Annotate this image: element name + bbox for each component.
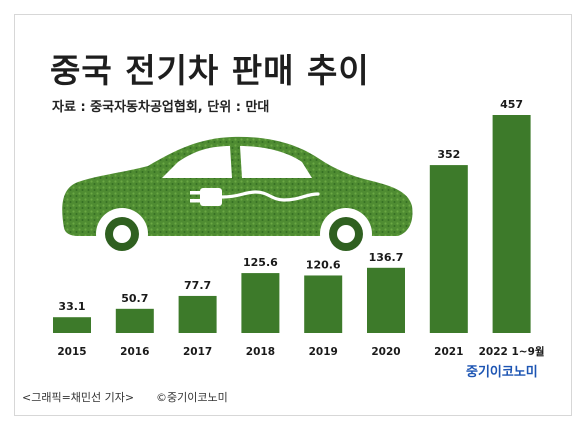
- value-label: 120.6: [306, 258, 341, 271]
- bar-2015: [53, 317, 91, 333]
- category-label: 2021: [434, 346, 463, 358]
- value-label: 352: [437, 148, 460, 161]
- category-label: 2019: [309, 346, 338, 358]
- graphic-credit: <그래픽=채민선 기자>: [22, 391, 135, 404]
- bar-2017: [178, 295, 217, 333]
- brand-label: 중기이코노미: [466, 365, 538, 380]
- category-label: 2018: [246, 346, 275, 358]
- category-label: 2017: [183, 346, 212, 358]
- car-window-front: [162, 146, 232, 178]
- bars: [53, 115, 531, 333]
- bar-2022 1~9월: [492, 115, 531, 333]
- value-label: 136.7: [369, 251, 404, 264]
- bar-2018: [241, 273, 280, 333]
- value-labels: 33.1 50.7 77.7 125.6 120.6 136.7 352 457: [58, 98, 523, 313]
- category-label: 2015: [57, 346, 86, 358]
- car-body: [62, 136, 413, 236]
- bar-2021: [429, 165, 468, 333]
- value-label: 457: [500, 98, 523, 111]
- car-plug-icon: [190, 188, 320, 206]
- bar-2020: [367, 267, 405, 333]
- value-label: 125.6: [243, 256, 278, 269]
- category-labels: 2015 2016 2017 2018 2019 2020 2021 2022 1~9월: [57, 345, 544, 358]
- value-label: 50.7: [121, 292, 148, 305]
- category-label: 2016: [120, 346, 149, 358]
- chart-title: 중국 전기차 판매 추이: [50, 51, 370, 90]
- category-label: 2022 1~9월: [479, 345, 545, 358]
- value-label: 33.1: [58, 300, 85, 313]
- car-window-rear: [240, 146, 312, 178]
- category-label: 2020: [371, 346, 400, 358]
- car-illustration: [62, 136, 413, 260]
- copyright-note: ©중기이코노미: [156, 391, 228, 404]
- value-label: 77.7: [184, 279, 211, 292]
- source-note: 자료 : 중국자동차공업협회, 단위 : 만대: [52, 100, 270, 115]
- bar-2016: [115, 308, 154, 333]
- bar-2019: [304, 275, 343, 333]
